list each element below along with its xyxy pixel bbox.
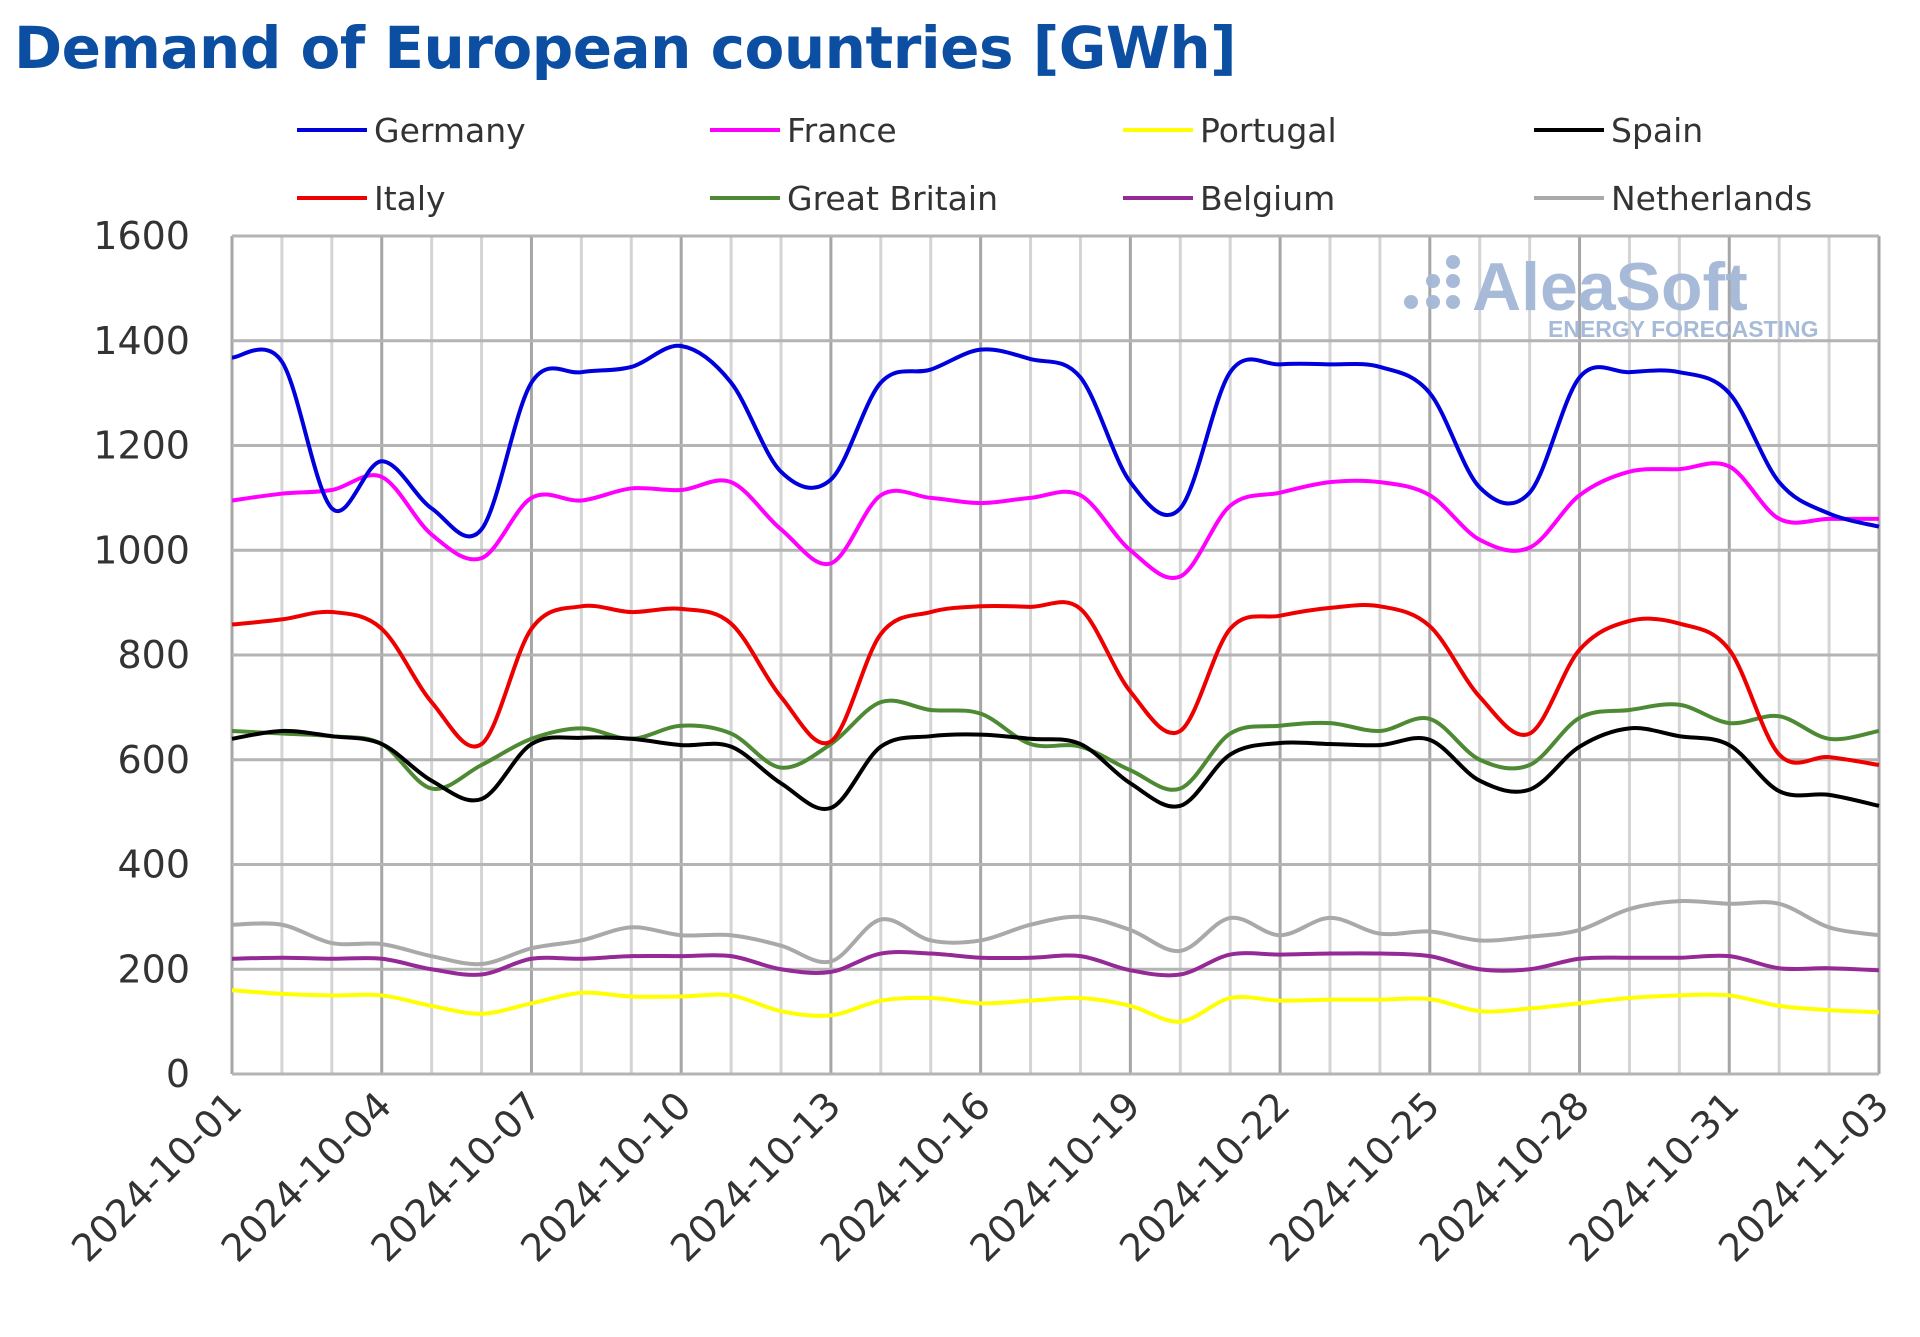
y-tick-label: 800 xyxy=(117,633,190,677)
legend-label: Belgium xyxy=(1200,179,1335,218)
y-tick-label: 0 xyxy=(166,1052,190,1096)
y-tick-label: 400 xyxy=(117,843,190,887)
legend-label: Great Britain xyxy=(787,179,998,218)
legend-item: Italy xyxy=(297,179,446,218)
series-line-germany xyxy=(231,343,1880,539)
series-line-great-britain xyxy=(231,698,1880,792)
aleasoft-logo: AleaSoft ENERGY FORECASTING xyxy=(1404,249,1819,342)
series-line-portugal xyxy=(231,988,1880,1024)
legend-item: Germany xyxy=(297,111,526,150)
legend-label: Germany xyxy=(374,111,526,150)
y-tick-label: 200 xyxy=(117,947,190,991)
series-line-spain xyxy=(231,726,1880,812)
chart-title: Demand of European countries [GWh] xyxy=(14,14,1237,82)
legend-label: Portugal xyxy=(1200,111,1337,150)
legend-item: Spain xyxy=(1534,111,1703,150)
legend-item: France xyxy=(710,111,897,150)
series-lines xyxy=(231,343,1880,1024)
y-tick-label: 1400 xyxy=(93,319,190,363)
series-line-netherlands xyxy=(231,899,1880,967)
legend-label: Italy xyxy=(374,179,446,218)
y-tick-label: 600 xyxy=(117,738,190,782)
legend-label: Netherlands xyxy=(1611,179,1812,218)
svg-text:AleaSoft: AleaSoft xyxy=(1472,249,1748,325)
legend-label: Spain xyxy=(1611,111,1703,150)
legend-item: Netherlands xyxy=(1534,179,1812,218)
series-line-italy xyxy=(231,600,1880,767)
legend: Germany France Portugal Spain Italy Great Bri… xyxy=(297,111,1812,218)
legend-item: Belgium xyxy=(1123,179,1335,218)
x-axis: 2024-10-012024-10-042024-10-072024-10-10… xyxy=(63,1083,1897,1270)
series-line-france xyxy=(231,461,1879,580)
legend-item: Great Britain xyxy=(710,179,998,218)
series-line-belgium xyxy=(231,950,1880,978)
y-tick-label: 1600 xyxy=(93,214,190,258)
y-tick-label: 1200 xyxy=(93,424,190,468)
legend-label: France xyxy=(787,111,897,150)
legend-item: Portugal xyxy=(1123,111,1337,150)
y-axis: 0 200 400 600 800 1000 1200 1400 1600 xyxy=(93,214,190,1096)
y-tick-label: 1000 xyxy=(93,528,190,572)
svg-text:ENERGY FORECASTING: ENERGY FORECASTING xyxy=(1548,316,1819,342)
